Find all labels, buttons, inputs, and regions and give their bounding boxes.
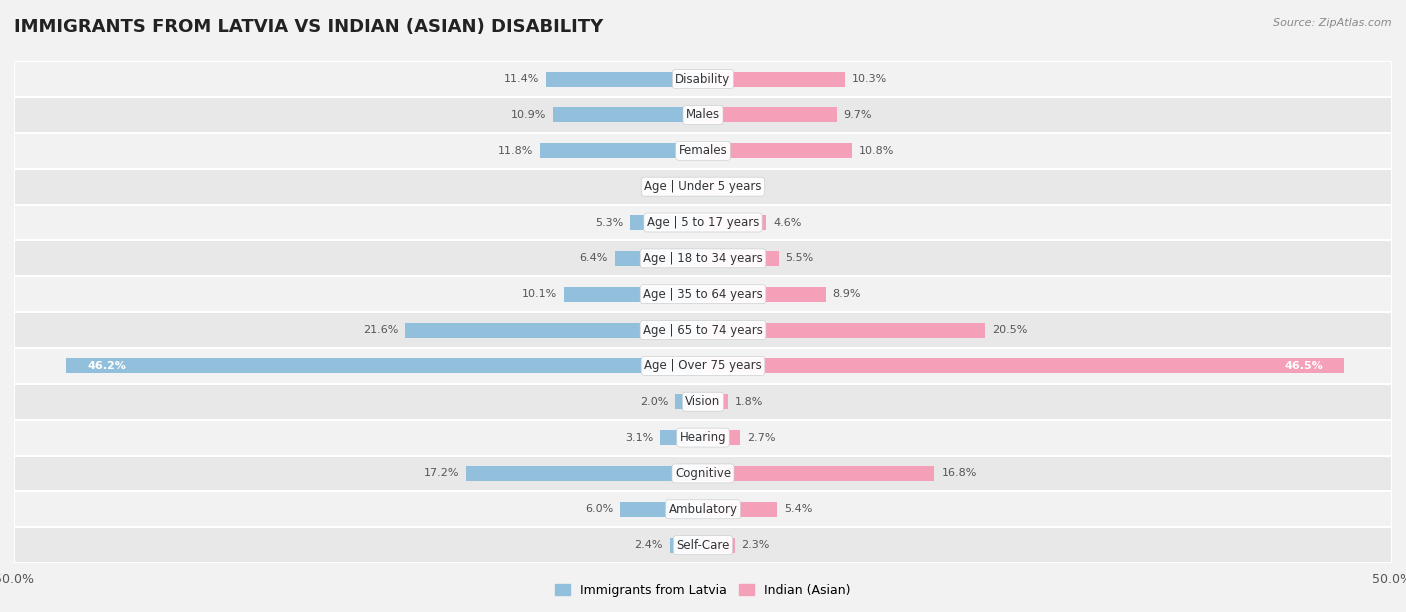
Text: Females: Females xyxy=(679,144,727,157)
Text: Source: ZipAtlas.com: Source: ZipAtlas.com xyxy=(1274,18,1392,28)
Text: Self-Care: Self-Care xyxy=(676,539,730,551)
Text: Ambulatory: Ambulatory xyxy=(668,503,738,516)
Text: Cognitive: Cognitive xyxy=(675,467,731,480)
Text: 1.0%: 1.0% xyxy=(724,182,752,192)
Bar xyxy=(703,323,986,338)
Bar xyxy=(14,420,1392,455)
Text: Vision: Vision xyxy=(685,395,721,408)
Text: 2.0%: 2.0% xyxy=(640,397,669,407)
Text: 10.8%: 10.8% xyxy=(859,146,894,156)
Text: 16.8%: 16.8% xyxy=(942,468,977,479)
Bar xyxy=(66,359,703,373)
Text: 46.5%: 46.5% xyxy=(1284,361,1323,371)
Bar xyxy=(405,323,703,338)
Text: Hearing: Hearing xyxy=(679,431,727,444)
Text: Age | 35 to 64 years: Age | 35 to 64 years xyxy=(643,288,763,300)
Text: Age | 65 to 74 years: Age | 65 to 74 years xyxy=(643,324,763,337)
Text: 4.6%: 4.6% xyxy=(773,217,801,228)
Bar xyxy=(14,527,1392,563)
Text: 8.9%: 8.9% xyxy=(832,289,860,299)
Bar xyxy=(14,61,1392,97)
Text: 2.4%: 2.4% xyxy=(634,540,664,550)
Bar xyxy=(669,537,703,553)
Text: 10.1%: 10.1% xyxy=(522,289,557,299)
Bar xyxy=(14,312,1392,348)
Text: 2.7%: 2.7% xyxy=(747,433,776,442)
Text: 21.6%: 21.6% xyxy=(363,325,398,335)
Bar xyxy=(703,466,935,481)
Text: 17.2%: 17.2% xyxy=(423,468,460,479)
Bar xyxy=(703,215,766,230)
Bar xyxy=(703,286,825,302)
Text: Age | Under 5 years: Age | Under 5 years xyxy=(644,180,762,193)
Bar xyxy=(703,502,778,517)
Bar xyxy=(703,537,735,553)
Text: 6.0%: 6.0% xyxy=(585,504,613,514)
Bar xyxy=(14,348,1392,384)
Text: 5.5%: 5.5% xyxy=(786,253,814,263)
Bar xyxy=(540,143,703,159)
Bar xyxy=(14,133,1392,169)
Text: 1.8%: 1.8% xyxy=(735,397,763,407)
Text: 1.2%: 1.2% xyxy=(651,182,679,192)
Bar xyxy=(703,143,852,159)
Text: 10.9%: 10.9% xyxy=(510,110,546,120)
Text: 6.4%: 6.4% xyxy=(579,253,607,263)
Bar xyxy=(703,430,740,445)
Bar xyxy=(546,72,703,87)
Bar xyxy=(14,241,1392,276)
Bar xyxy=(703,359,1344,373)
Bar xyxy=(14,276,1392,312)
Bar xyxy=(14,204,1392,241)
Text: 46.2%: 46.2% xyxy=(87,361,127,371)
Text: Age | 5 to 17 years: Age | 5 to 17 years xyxy=(647,216,759,229)
Text: 5.3%: 5.3% xyxy=(595,217,623,228)
Text: 5.4%: 5.4% xyxy=(785,504,813,514)
Text: Age | 18 to 34 years: Age | 18 to 34 years xyxy=(643,252,763,265)
Bar xyxy=(675,394,703,409)
Bar xyxy=(686,179,703,194)
Text: Age | Over 75 years: Age | Over 75 years xyxy=(644,359,762,372)
Text: 11.4%: 11.4% xyxy=(503,74,538,84)
Bar xyxy=(620,502,703,517)
Bar xyxy=(614,251,703,266)
Text: Disability: Disability xyxy=(675,73,731,86)
Bar xyxy=(564,286,703,302)
Text: IMMIGRANTS FROM LATVIA VS INDIAN (ASIAN) DISABILITY: IMMIGRANTS FROM LATVIA VS INDIAN (ASIAN)… xyxy=(14,18,603,36)
Bar xyxy=(465,466,703,481)
Legend: Immigrants from Latvia, Indian (Asian): Immigrants from Latvia, Indian (Asian) xyxy=(550,579,856,602)
Bar xyxy=(703,251,779,266)
Bar xyxy=(703,394,728,409)
Bar xyxy=(703,179,717,194)
Text: 3.1%: 3.1% xyxy=(626,433,654,442)
Bar xyxy=(14,491,1392,527)
Text: Males: Males xyxy=(686,108,720,121)
Bar xyxy=(14,384,1392,420)
Bar xyxy=(630,215,703,230)
Bar xyxy=(703,72,845,87)
Text: 20.5%: 20.5% xyxy=(993,325,1028,335)
Bar xyxy=(553,108,703,122)
Bar xyxy=(14,169,1392,204)
Text: 10.3%: 10.3% xyxy=(852,74,887,84)
Bar xyxy=(14,455,1392,491)
Text: 11.8%: 11.8% xyxy=(498,146,533,156)
Bar xyxy=(14,97,1392,133)
Text: 2.3%: 2.3% xyxy=(741,540,770,550)
Bar xyxy=(703,108,837,122)
Text: 9.7%: 9.7% xyxy=(844,110,872,120)
Bar xyxy=(661,430,703,445)
